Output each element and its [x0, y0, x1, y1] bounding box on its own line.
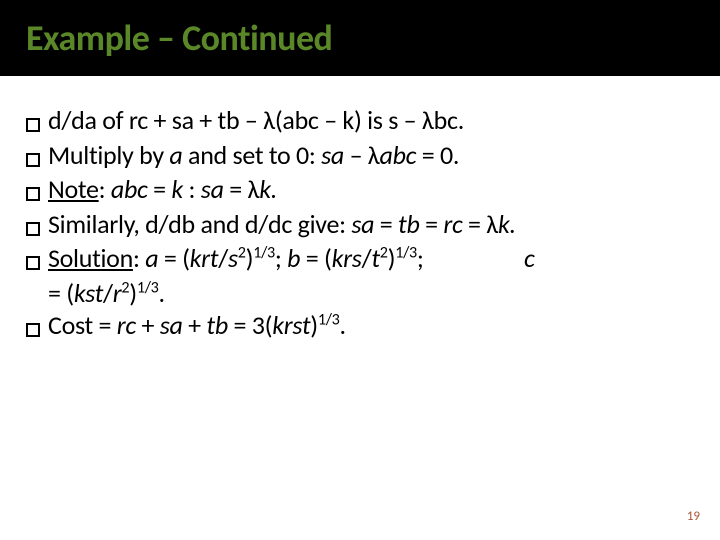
- page-number: 19: [687, 509, 700, 524]
- bullet-icon: [26, 211, 48, 244]
- title-bar: Example – Continued: [0, 0, 720, 76]
- slide-body: d/da of rc + sa + tb – λ(abc – k) is s –…: [0, 76, 720, 342]
- body-line: Multiply by a and set to 0: sa – λabc = …: [26, 139, 694, 172]
- bullet-icon: [26, 107, 48, 140]
- body-line: Note: abc = k : sa = λk.: [26, 173, 694, 206]
- body-text: Multiply by a and set to 0: sa – λabc = …: [48, 139, 459, 171]
- bullet-icon: [26, 312, 48, 345]
- body-text: Note: abc = k : sa = λk.: [48, 173, 277, 205]
- slide-title: Example – Continued: [26, 16, 332, 60]
- body-line-continuation: = (kst/r2)1/3.: [48, 277, 694, 310]
- slide: { "title": { "text": "Example – Continue…: [0, 0, 720, 540]
- body-line: Solution: a = (krt/s2)1/3; b = (krs/t2)1…: [26, 242, 694, 275]
- body-line: Similarly, d/db and d/dc give: sa = tb =…: [26, 208, 694, 241]
- body-text: Solution: a = (krt/s2)1/3; b = (krs/t2)1…: [48, 242, 534, 274]
- bullet-icon: [26, 142, 48, 175]
- body-text: d/da of rc + sa + tb – λ(abc – k) is s –…: [48, 104, 464, 136]
- body-line: Cost = rc + sa + tb = 3(krst)1/3.: [26, 309, 694, 342]
- bullet-icon: [26, 176, 48, 209]
- body-line: d/da of rc + sa + tb – λ(abc – k) is s –…: [26, 104, 694, 137]
- bullet-icon: [26, 245, 48, 278]
- body-text: Cost = rc + sa + tb = 3(krst)1/3.: [48, 309, 346, 341]
- body-text: Similarly, d/db and d/dc give: sa = tb =…: [48, 208, 516, 240]
